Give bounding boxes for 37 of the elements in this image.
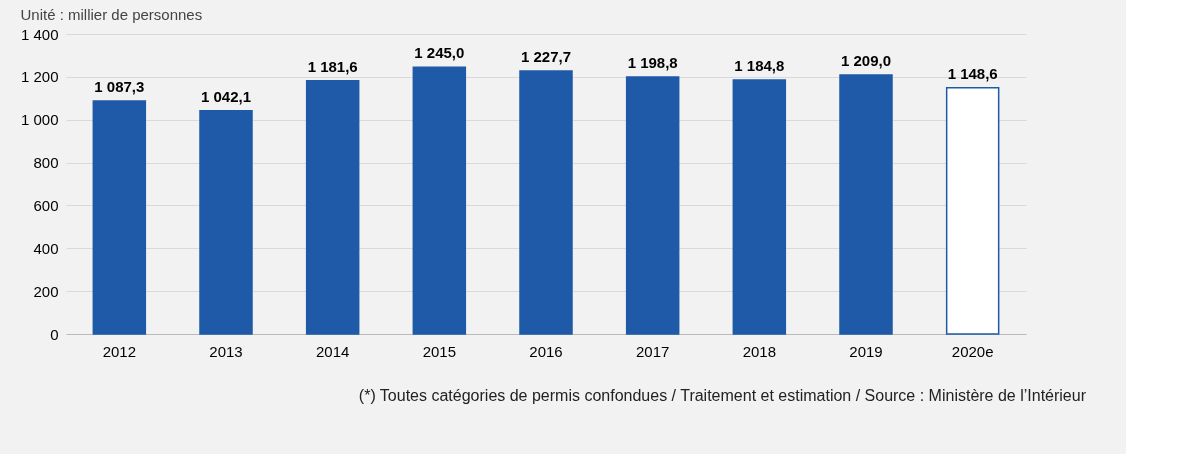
bar: [625, 76, 680, 335]
x-tick-label: 2017: [635, 342, 670, 360]
chart-subtitle: Unité : millier de personnes: [20, 6, 203, 23]
bar: [945, 87, 1000, 335]
y-tick-label: 1 000: [20, 111, 59, 129]
data-label: 1 181,6: [307, 57, 358, 75]
y-tick-label: 0: [50, 325, 59, 343]
y-tick-label: 200: [33, 282, 59, 300]
data-label: 1 042,1: [200, 87, 252, 105]
data-label: 1 184,8: [734, 57, 785, 75]
y-tick-label: 400: [33, 239, 59, 257]
bar: [199, 109, 253, 335]
bar: [839, 74, 893, 335]
bar: [412, 66, 467, 335]
data-label: 1 087,3: [94, 78, 145, 96]
x-tick-label: 2018: [742, 342, 777, 360]
text: (*) Toutes catégories de permis confondues / Traitement et estimation / Source : Ministère de l’Intérieur: [358, 387, 1087, 404]
data-label: 1 209,0: [840, 51, 892, 69]
x-tick-label: 2019: [849, 342, 883, 360]
y-tick-label: 600: [33, 196, 59, 214]
data-label: 1 227,7: [520, 47, 572, 65]
data-label: 1 245,0: [414, 44, 465, 62]
data-label: 1 148,6: [947, 64, 998, 82]
x-tick-label: 2016: [529, 342, 563, 360]
bar: [732, 79, 787, 335]
data-label: 1 198,8: [627, 54, 678, 72]
x-tick-label: 2015: [422, 342, 457, 360]
bar: [92, 100, 147, 335]
y-tick-label: 800: [33, 154, 59, 172]
y-tick-label: 1 400: [20, 25, 59, 43]
x-tick-label: 2013: [209, 342, 243, 360]
x-tick-label: 2014: [315, 342, 350, 360]
bar: [519, 70, 573, 335]
bar: [305, 80, 360, 335]
y-tick-label: 1 200: [20, 68, 59, 86]
x-tick-label: 2012: [102, 342, 137, 360]
x-tick-label: 2020e: [951, 342, 994, 360]
